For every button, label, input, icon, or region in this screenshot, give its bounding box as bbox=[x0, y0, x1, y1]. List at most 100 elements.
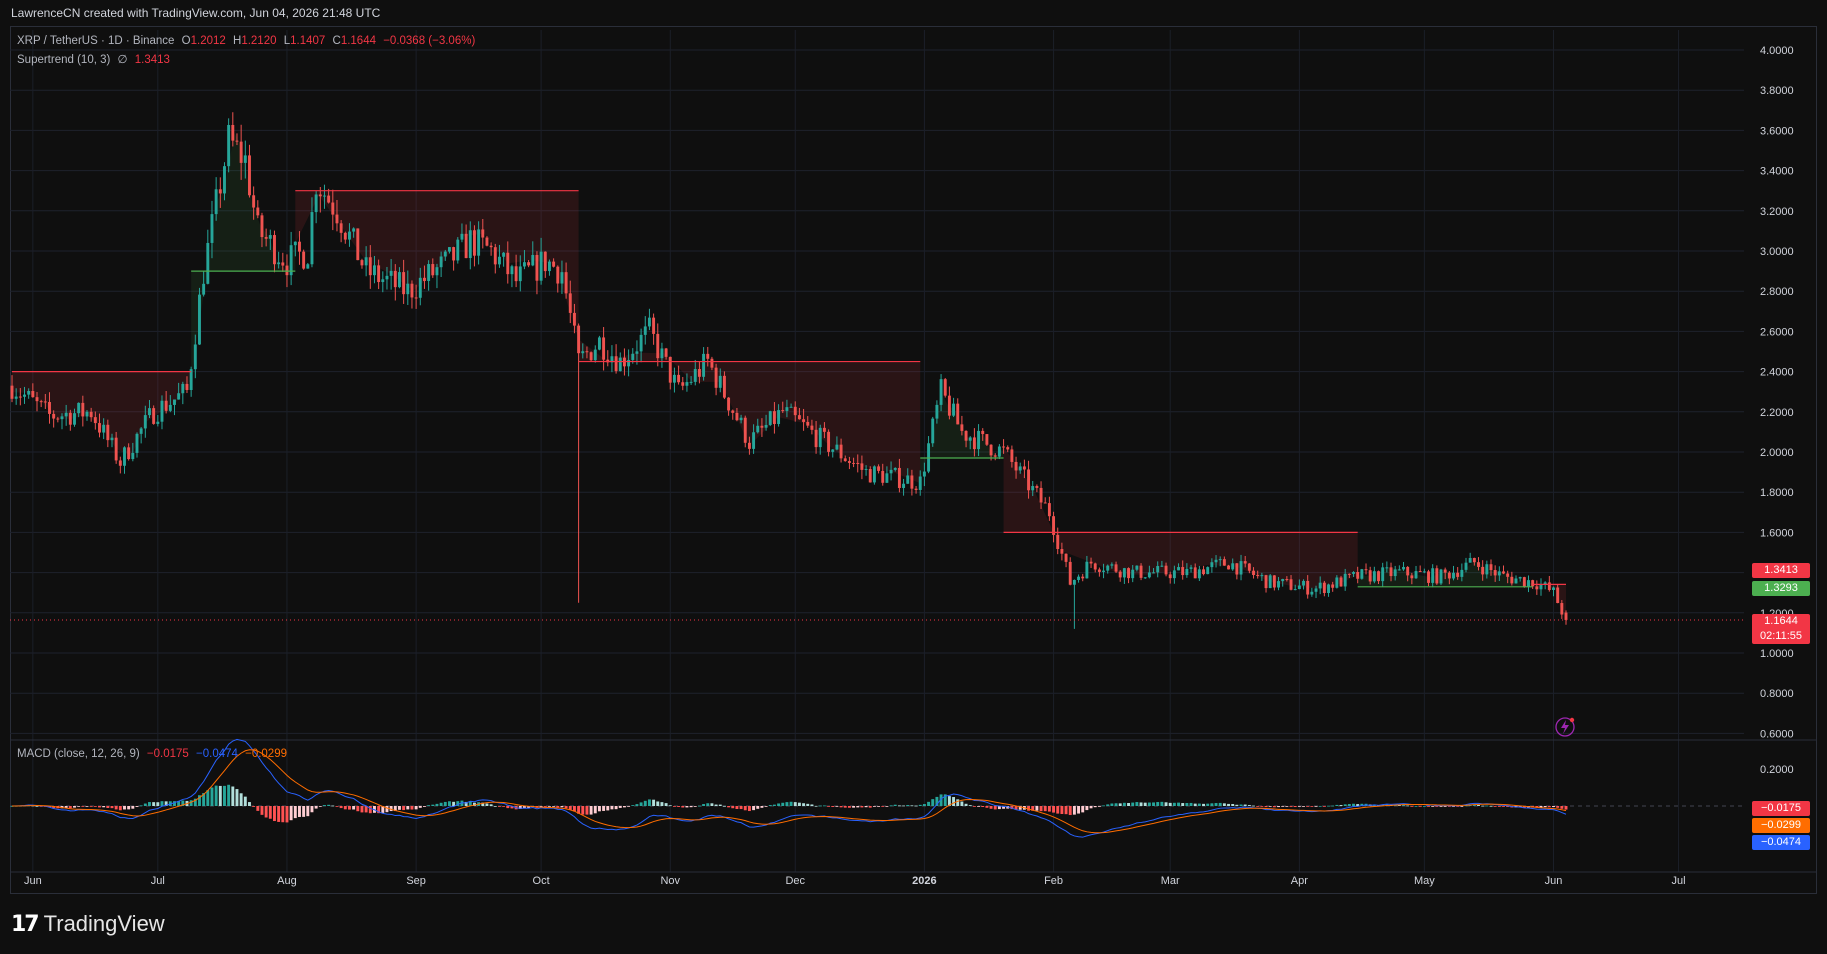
macd-histogram-bar bbox=[1222, 803, 1226, 806]
candle-body bbox=[1172, 570, 1176, 579]
tradingview-logo[interactable]: 17 TradingView bbox=[11, 911, 165, 937]
candle-body bbox=[331, 202, 335, 215]
macd-histogram-bar bbox=[60, 806, 64, 809]
candle-body bbox=[539, 251, 543, 281]
brand-name: TradingView bbox=[43, 911, 165, 936]
macd-histogram-bar bbox=[123, 806, 126, 810]
macd-histogram-bar bbox=[260, 806, 264, 815]
candle-body bbox=[856, 462, 860, 464]
macd-histogram-bar bbox=[1135, 802, 1139, 806]
candle-body bbox=[577, 325, 581, 354]
lightning-alert-icon bbox=[1555, 717, 1575, 737]
macd-histogram-bar bbox=[547, 806, 551, 807]
candle-body bbox=[281, 262, 285, 266]
candle-body bbox=[1552, 587, 1555, 591]
macd-histogram-bar bbox=[672, 806, 676, 807]
macd-histogram-bar bbox=[989, 806, 993, 809]
candle-body bbox=[968, 437, 972, 441]
macd-histogram-bar bbox=[1193, 803, 1197, 806]
macd-histogram-bar bbox=[81, 806, 85, 807]
symbol-name[interactable]: XRP / TetherUS · 1D · Binance bbox=[17, 35, 175, 47]
macd-label[interactable]: MACD (close, 12, 26, 9) bbox=[17, 748, 140, 760]
time-tick-label: Jun bbox=[24, 875, 42, 887]
macd-histogram-bar bbox=[1085, 806, 1089, 811]
candle-body bbox=[14, 396, 18, 399]
candle-body bbox=[1068, 561, 1072, 585]
macd-histogram-bar bbox=[1343, 804, 1347, 806]
macd-histogram-bar bbox=[1506, 806, 1510, 807]
candle-body bbox=[1268, 575, 1272, 589]
candle-body bbox=[1347, 573, 1351, 575]
candle-body bbox=[1197, 569, 1201, 579]
macd-histogram-bar bbox=[1556, 806, 1560, 808]
attribution-text: LawrenceCN created with TradingView.com,… bbox=[11, 6, 381, 20]
macd-histogram-bar bbox=[814, 805, 818, 807]
macd-histogram-bar bbox=[273, 806, 276, 822]
tradingview-logo-icon: 17 bbox=[11, 911, 40, 937]
macd-histogram-bar bbox=[739, 806, 743, 810]
macd-histogram-bar bbox=[985, 806, 989, 808]
macd-histogram-bar bbox=[522, 806, 526, 809]
macd-histogram-bar bbox=[227, 784, 231, 806]
macd-histogram-bar bbox=[210, 787, 214, 806]
candle-body bbox=[1327, 584, 1330, 593]
macd-line-tag: −0.0474 bbox=[1752, 835, 1810, 850]
candle-body bbox=[252, 195, 256, 208]
candle-body bbox=[502, 252, 506, 257]
macd-histogram-bar bbox=[98, 806, 101, 808]
candle-body bbox=[1143, 577, 1147, 579]
macd-histogram-bar bbox=[647, 799, 651, 806]
candle-body bbox=[881, 470, 885, 483]
candle-body bbox=[389, 270, 393, 276]
candle-body bbox=[1564, 612, 1568, 620]
candle-body bbox=[48, 402, 51, 414]
macd-histogram-bar bbox=[435, 803, 439, 806]
price-tick-label: 1.6000 bbox=[1760, 527, 1794, 539]
candle-body bbox=[710, 358, 714, 368]
candle-body bbox=[1235, 563, 1239, 575]
price-tick-label: 2.4000 bbox=[1760, 367, 1794, 379]
candle-body bbox=[1306, 580, 1310, 595]
lightning-bolt-icon bbox=[1561, 720, 1569, 734]
macd-histogram-bar bbox=[589, 806, 593, 815]
candle-body bbox=[493, 247, 497, 265]
candle-body bbox=[731, 410, 735, 413]
macd-histogram-bar bbox=[643, 800, 647, 806]
macd-histogram-bar bbox=[914, 805, 918, 807]
macd-histogram-bar bbox=[1410, 806, 1414, 807]
candle-body bbox=[822, 427, 826, 432]
candle-body bbox=[1131, 569, 1135, 579]
candle-body bbox=[964, 430, 968, 441]
candle-body bbox=[477, 229, 481, 256]
macd-histogram-bar bbox=[1047, 806, 1051, 812]
macd-tick-label: 0.2000 bbox=[1760, 764, 1794, 776]
macd-histogram-bar bbox=[223, 785, 226, 806]
candle-body bbox=[1377, 571, 1380, 582]
candle-body bbox=[227, 124, 231, 167]
macd-histogram-bar bbox=[1439, 806, 1443, 807]
candle-body bbox=[1481, 566, 1485, 575]
candle-body bbox=[1364, 569, 1368, 571]
candle-body bbox=[1389, 567, 1393, 577]
macd-histogram-bar bbox=[872, 806, 876, 807]
macd-histogram-bar bbox=[1560, 806, 1564, 809]
candle-body bbox=[260, 215, 264, 238]
time-tick-label: Dec bbox=[785, 875, 805, 887]
candle-body bbox=[1406, 566, 1410, 576]
macd-histogram-bar bbox=[539, 806, 543, 807]
macd-histogram-bar bbox=[977, 806, 981, 807]
macd-histogram-bar bbox=[139, 805, 143, 807]
price-tick-label: 3.6000 bbox=[1760, 125, 1794, 137]
candle-body bbox=[73, 413, 76, 425]
candle-body bbox=[1022, 466, 1026, 470]
candle-body bbox=[1372, 571, 1376, 582]
macd-histogram-bar bbox=[231, 786, 235, 806]
macd-histogram-bar bbox=[618, 806, 622, 808]
macd-histogram-bar bbox=[1422, 805, 1426, 807]
candle-body bbox=[460, 233, 464, 240]
supertrend-label[interactable]: Supertrend (10, 3) bbox=[17, 54, 111, 66]
candle-body bbox=[1139, 565, 1143, 578]
candle-body bbox=[148, 408, 151, 416]
macd-histogram-bar bbox=[731, 806, 735, 809]
